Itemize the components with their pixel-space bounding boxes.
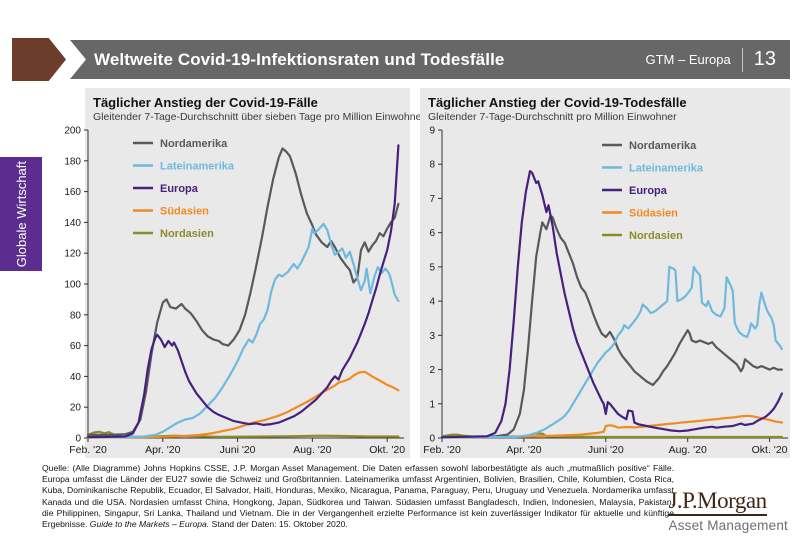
page-number: 13 — [753, 48, 776, 70]
asset-management-label: Asset Management — [668, 518, 788, 534]
series-line-nordamerika — [440, 214, 783, 439]
y-tick-label: 120 — [64, 249, 81, 260]
x-tick-label: Feb. '20 — [69, 444, 107, 456]
series-line-südasien — [86, 370, 400, 439]
series-line-lateinamerika — [440, 265, 783, 439]
x-tick-label: Okt. '20 — [752, 444, 788, 456]
deaths-chart-panel: Täglicher Anstieg der Covid-19-Todesfäll… — [420, 88, 790, 458]
series-line-europa — [440, 169, 783, 439]
y-tick-label: 60 — [70, 341, 82, 352]
series-line-nordasien — [440, 432, 783, 439]
sidebar-tab-globale-wirtschaft: Globale Wirtschaft — [0, 157, 42, 271]
cases-chart-svg: 0 20 40 60 80 100 120 140 160 180 200 Feb. '20 Apr. … — [64, 126, 405, 457]
legend-label-nordasien: Nordasien — [629, 230, 683, 242]
x-tick-label: Juni '20 — [588, 444, 624, 456]
y-tick-label: 200 — [64, 126, 81, 137]
x-tick-label: Aug. '20 — [669, 444, 707, 456]
legend-label-lateinamerika: Lateinamerika — [160, 161, 235, 173]
header-divider — [741, 47, 743, 72]
legend-label-nordasien: Nordasien — [160, 228, 214, 240]
footnote-italic-text: Guide to the Markets – Europa. — [89, 518, 210, 529]
y-tick-label: 80 — [70, 310, 82, 321]
y-tick-label: 180 — [64, 156, 81, 167]
cases-chart-panel: Täglicher Anstieg der Covid-19-Fälle Gle… — [64, 88, 425, 458]
x-tick-label: Apr. '20 — [145, 444, 180, 456]
y-tick-label: 0 — [75, 434, 81, 445]
footnote-date-text: Stand der Daten: 15. Oktober 2020. — [209, 518, 348, 529]
x-tick-label: Aug. '20 — [293, 444, 331, 456]
y-tick-label: 0 — [429, 434, 435, 445]
header-right-group: GTM – Europa 13 — [645, 40, 776, 79]
y-tick-label: 140 — [64, 218, 81, 229]
deaths-chart-svg: 0 1 2 3 4 5 6 7 8 9 Feb. '20 Apr. '20 Juni '20 Aug. '… — [423, 126, 788, 456]
series-line-lateinamerika — [86, 222, 400, 439]
source-footnote: Quelle: (Alle Diagramme) Johns Hopkins C… — [42, 463, 674, 530]
legend-label-nordamerika: Nordamerika — [629, 140, 697, 152]
x-tick-label: Apr. '20 — [506, 444, 541, 456]
series-line-europa — [86, 144, 400, 439]
footnote-text: Quelle: (Alle Diagramme) Johns Hopkins C… — [42, 463, 674, 529]
gtm-label: GTM – Europa — [645, 52, 731, 67]
header-arrow-icon — [12, 38, 66, 81]
y-tick-label: 20 — [70, 403, 82, 414]
x-tick-label: Juni '20 — [220, 444, 256, 456]
cases-chart-subtitle: Gleitender 7-Tage-Durchschnitt über sieb… — [93, 111, 425, 123]
jpmorgan-wordmark: J.P.Morgan — [668, 488, 767, 517]
y-tick-label: 5 — [429, 262, 435, 273]
header-bar: Weltweite Covid-19-Infektionsraten und T… — [70, 40, 790, 79]
legend-label-nordamerika: Nordamerika — [160, 138, 228, 150]
x-tick-label: Okt. '20 — [369, 444, 405, 456]
y-tick-label: 160 — [64, 187, 81, 198]
deaths-chart-title: Täglicher Anstieg der Covid-19-Todesfäll… — [428, 95, 687, 110]
cases-chart-title: Täglicher Anstieg der Covid-19-Fälle — [93, 95, 318, 110]
y-tick-label: 4 — [429, 297, 435, 308]
y-tick-label: 100 — [64, 280, 81, 291]
sidebar-tab-label: Globale Wirtschaft — [13, 160, 29, 268]
legend-label-lateinamerika: Lateinamerika — [629, 163, 704, 175]
page-title: Weltweite Covid-19-Infektionsraten und T… — [94, 49, 505, 69]
y-tick-label: 9 — [429, 126, 435, 137]
legend-label-südasien: Südasien — [160, 206, 209, 218]
y-tick-label: 2 — [429, 365, 435, 376]
jpmorgan-logo: J.P.Morgan Asset Management — [668, 488, 788, 534]
legend-label-südasien: Südasien — [629, 208, 678, 220]
series-line-südasien — [440, 414, 783, 439]
legend-label-europa: Europa — [160, 183, 199, 195]
y-tick-label: 6 — [429, 228, 435, 239]
y-tick-label: 3 — [429, 331, 435, 342]
deaths-chart-subtitle: Gleitender 7-Tage-Durchschnitt pro Milli… — [428, 111, 677, 123]
y-tick-label: 7 — [429, 194, 435, 205]
y-tick-label: 1 — [429, 399, 435, 410]
y-tick-label: 40 — [70, 372, 82, 383]
legend-label-europa: Europa — [629, 185, 668, 197]
series-line-nordamerika — [86, 147, 400, 436]
x-tick-label: Feb. '20 — [423, 444, 461, 456]
y-tick-label: 8 — [429, 160, 435, 171]
